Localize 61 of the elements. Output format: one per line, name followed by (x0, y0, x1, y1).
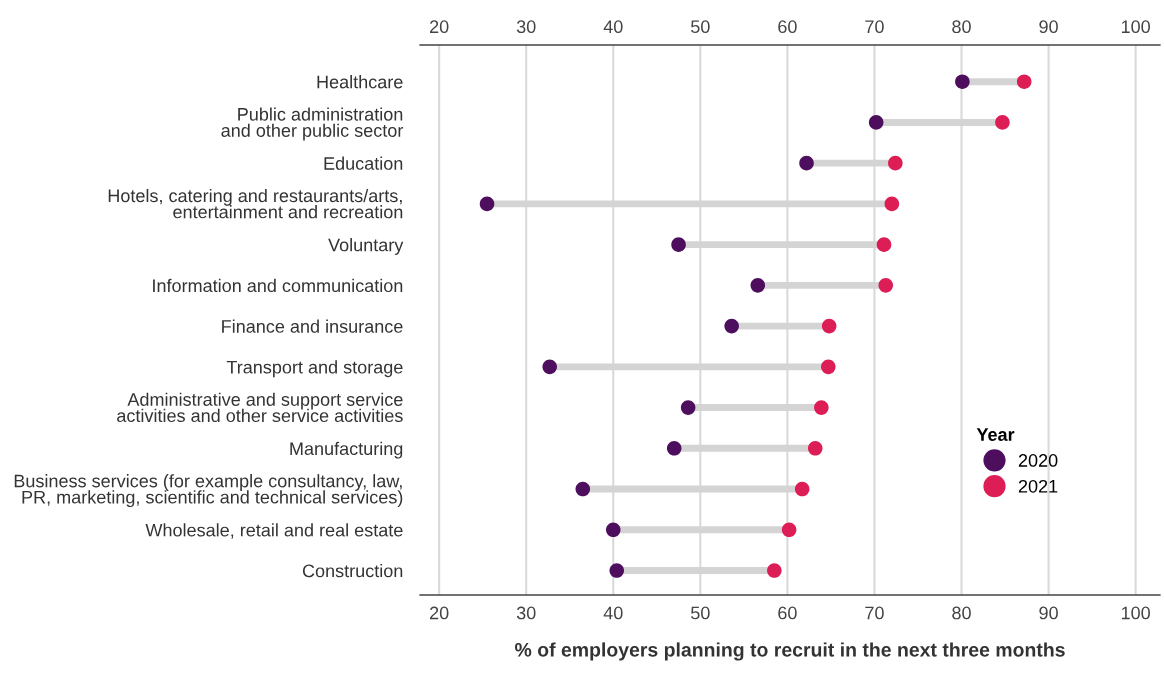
legend-title: Year (976, 428, 1015, 441)
point (878, 278, 894, 293)
point (888, 155, 903, 171)
y-tick-label: Education (324, 156, 403, 170)
y-tick-label: Information and communication (153, 278, 403, 293)
point (605, 522, 621, 538)
x2-tick-label: 20 (430, 20, 449, 34)
x-tick-label: 100 (1121, 606, 1150, 620)
x2-tick-label: 100 (1121, 20, 1150, 34)
y-tick-label: Voluntary (328, 238, 404, 255)
point (671, 237, 686, 252)
point (814, 400, 829, 415)
point (479, 196, 495, 212)
y-tick-label: Public administration and other public sector (221, 107, 404, 141)
x2-tick-label: 60 (778, 20, 797, 34)
x-tick-label: 60 (778, 606, 797, 620)
point (821, 318, 837, 334)
point (807, 441, 823, 456)
point (666, 441, 682, 456)
x2-tick-label: 50 (691, 20, 710, 34)
point (868, 115, 884, 130)
x-tick-label: 90 (1039, 606, 1058, 620)
x2-tick-label: 80 (952, 20, 971, 34)
x-tick-label: 50 (691, 606, 710, 620)
point (680, 400, 696, 415)
point (995, 115, 1010, 130)
point (767, 563, 782, 578)
point (1016, 74, 1032, 89)
y-tick-label: Business services (for example consultancy, law, PR, marketing, scientific and technical services) (14, 474, 403, 508)
point (955, 74, 970, 89)
y-tick-label: Administrative and support service activities and other service activities (117, 392, 403, 423)
y-tick-label: Hotels, catering and restaurants/arts, entertainment and recreation (108, 188, 403, 219)
point (750, 278, 766, 293)
point (575, 481, 591, 497)
y-tick-label: Wholesale, retail and real estate (145, 523, 403, 539)
x2-tick-label: 70 (865, 20, 884, 34)
point (542, 359, 557, 375)
x-axis-title: % of employers planning to recruit in the next three months (515, 642, 1065, 661)
point (821, 359, 836, 375)
y-tick-label: Finance and insurance (222, 319, 403, 333)
point (794, 481, 810, 497)
point (781, 522, 797, 538)
x-tick-label: 80 (952, 606, 971, 620)
point (799, 155, 814, 171)
point (609, 563, 625, 578)
legend-label: 2021 (1018, 479, 1058, 493)
point (884, 196, 900, 212)
y-tick-label: Construction (302, 564, 403, 578)
x-tick-label: 40 (603, 606, 623, 620)
x2-tick-label: 40 (603, 20, 623, 34)
point (876, 237, 892, 252)
x-tick-label: 30 (516, 606, 536, 620)
y-tick-label: Healthcare (317, 75, 403, 89)
x-tick-label: 70 (865, 606, 884, 620)
x2-tick-label: 90 (1039, 20, 1058, 34)
y-tick-label: Manufacturing (290, 441, 403, 459)
x-tick-label: 20 (430, 606, 449, 620)
x2-tick-label: 30 (516, 20, 536, 34)
legend-label: 2020 (1018, 454, 1058, 467)
point (724, 318, 739, 334)
y-tick-label: Transport and storage (226, 360, 403, 378)
